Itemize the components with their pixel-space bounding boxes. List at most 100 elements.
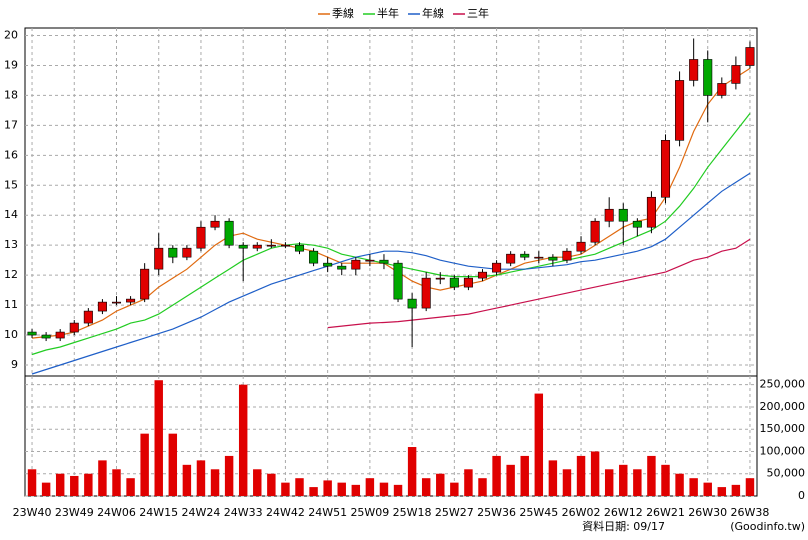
y2-tick-label: 0	[798, 489, 805, 502]
volume-bar	[478, 478, 487, 496]
y-tick-label: 17	[4, 118, 18, 131]
ma-line	[31, 67, 751, 339]
candle-body	[154, 247, 164, 270]
y2-tick-label: 100,000	[760, 444, 806, 457]
candle-body	[548, 256, 558, 261]
volume-bar	[224, 455, 234, 496]
volume-bar	[55, 473, 65, 496]
volume-bar	[281, 482, 290, 496]
volume-bar	[689, 478, 698, 496]
plot-frame	[24, 27, 758, 497]
volume-bar	[182, 464, 192, 496]
x-tick-label: 23W40	[13, 506, 52, 519]
volume-bar	[731, 484, 741, 496]
candle-body	[618, 208, 628, 222]
volume-bar	[464, 469, 473, 496]
volume-bar	[323, 480, 332, 496]
y2-tick-label: 50,000	[767, 467, 806, 480]
candle-body	[55, 331, 65, 339]
candle-body	[590, 220, 600, 243]
x-tick-label: 26W30	[688, 506, 727, 519]
volume-bar	[436, 473, 445, 496]
volume-bar	[196, 460, 206, 496]
y-tick-label: 10	[4, 328, 18, 341]
volume-bar	[253, 469, 262, 496]
volume-bar	[562, 469, 572, 496]
candle-body	[731, 65, 741, 84]
volume-bar	[238, 384, 248, 496]
candle-body	[520, 253, 530, 258]
x-tick-label: 24W42	[266, 506, 305, 519]
volume-bar	[393, 484, 403, 496]
x-tick-label: 26W38	[731, 506, 770, 519]
candle-body	[182, 247, 192, 258]
y-tick-label: 18	[4, 88, 18, 101]
footer-source: (Goodinfo.tw)	[730, 520, 805, 533]
candle-body	[393, 262, 403, 300]
x-tick-label: 25W36	[477, 506, 516, 519]
volume-bar	[126, 478, 135, 496]
volume-bar	[548, 460, 558, 496]
volume-bar	[140, 433, 149, 496]
x-tick-label: 24W06	[97, 506, 136, 519]
candle-body	[745, 47, 755, 66]
x-tick-label: 26W12	[604, 506, 643, 519]
volume-bar	[675, 473, 684, 496]
x-tick-label: 24W33	[224, 506, 263, 519]
volume-bar	[365, 478, 375, 496]
candle-body	[41, 334, 51, 339]
volume-bar	[379, 482, 389, 496]
x-tick-label: 26W21	[646, 506, 685, 519]
y2-tick-label: 250,000	[760, 378, 806, 391]
candle-body	[506, 253, 516, 264]
y-tick-label: 9	[11, 358, 18, 371]
volume-bar	[661, 464, 670, 496]
volume-bar	[27, 469, 37, 496]
candle-body	[224, 220, 234, 246]
candle-body	[689, 59, 699, 81]
candle-body	[463, 277, 473, 288]
y-tick-label: 16	[4, 148, 18, 161]
y2-tick-label: 150,000	[760, 422, 806, 435]
candle-body	[97, 301, 107, 312]
volume-bar	[309, 487, 318, 496]
volume-bar	[421, 478, 431, 496]
x-tick-label: 24W15	[139, 506, 178, 519]
volume-bar	[576, 455, 586, 496]
volume-bar	[267, 473, 276, 496]
candle-body	[309, 250, 319, 264]
volume-bar	[745, 478, 755, 496]
candle-body	[660, 140, 671, 198]
candle-body	[337, 265, 347, 270]
y-tick-label: 20	[4, 28, 18, 41]
candle-body	[280, 244, 290, 247]
x-tick-label: 25W09	[350, 506, 389, 519]
volume-bar	[168, 433, 178, 496]
volume-bar	[70, 475, 79, 496]
volume-bar	[590, 451, 600, 496]
ma-line	[327, 238, 751, 329]
volume-bar	[619, 464, 628, 496]
volume-bar	[604, 469, 614, 496]
volume-bar	[295, 478, 304, 496]
candle-body	[140, 268, 150, 300]
candle-body	[477, 271, 488, 279]
candle-body	[449, 277, 459, 288]
volume-bar	[351, 484, 361, 496]
x-tick-label: 25W45	[519, 506, 558, 519]
volume-bar	[647, 455, 656, 496]
legend-label: 三年	[467, 6, 489, 20]
legend-label: 半年	[377, 6, 399, 20]
candle-body	[168, 247, 178, 258]
candle-body	[534, 256, 544, 259]
candle-body	[252, 244, 262, 249]
volume-bar	[112, 469, 121, 496]
volume-bar	[407, 447, 417, 496]
candle-body	[435, 277, 445, 280]
candle-body	[717, 83, 727, 96]
candle-body	[576, 241, 586, 252]
volume-bar	[520, 455, 529, 496]
candle-body	[83, 310, 93, 324]
candle-body	[196, 226, 206, 249]
